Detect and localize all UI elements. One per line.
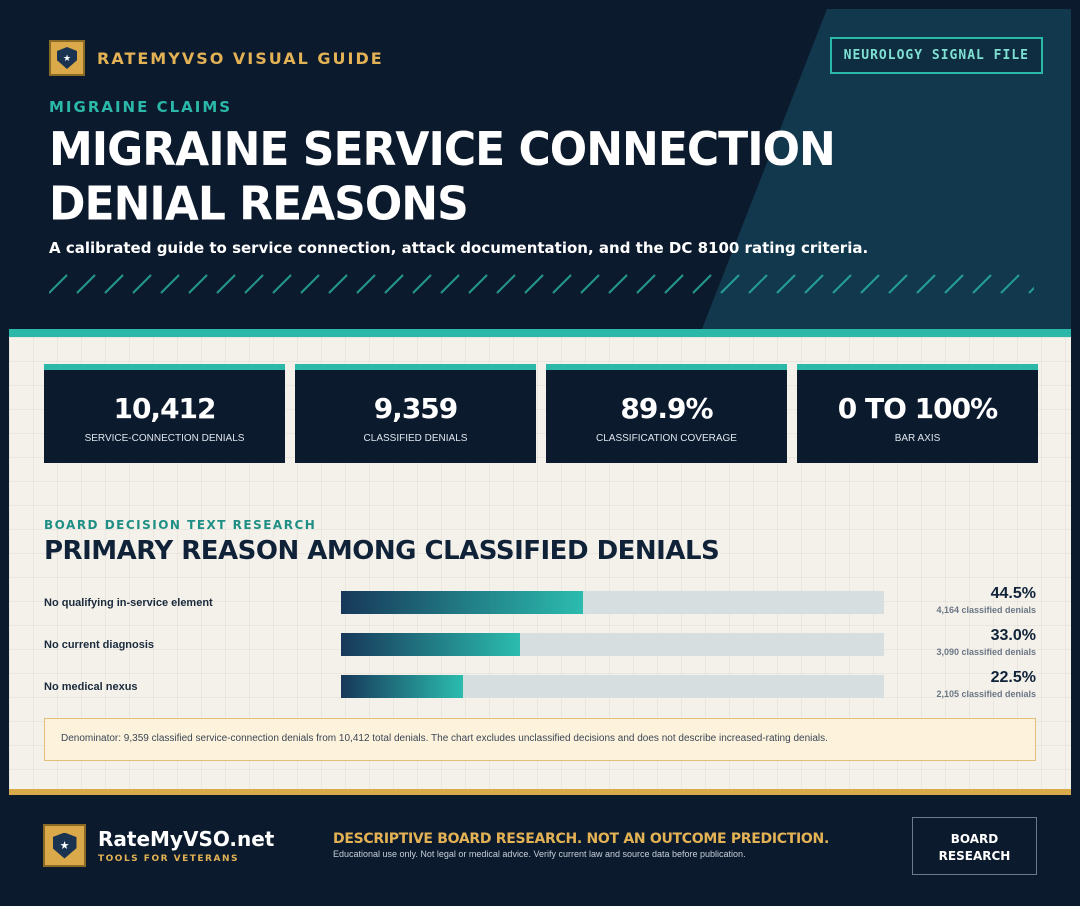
hatch-line (328, 274, 348, 294)
section-kicker: BOARD DECISION TEXT RESEARCH (44, 518, 317, 532)
hero-kicker: MIGRAINE CLAIMS (49, 98, 233, 116)
bar (341, 591, 583, 614)
footer-brand-name[interactable]: RateMyVSO.net (98, 827, 275, 851)
page-subtitle: A calibrated guide to service connection… (49, 239, 869, 257)
stat-value: 10,412 (113, 392, 216, 425)
hatch-line (496, 274, 516, 294)
bar-count-label: 3,090 classified denials (936, 647, 1036, 657)
hatch-line (384, 274, 404, 294)
hatch-line (76, 274, 96, 294)
hatch-line (664, 274, 684, 294)
hatch-line (468, 274, 488, 294)
hatch-decoration (49, 274, 1034, 294)
stat-cards: 10,412 SERVICE-CONNECTION DENIALS 9,359 … (44, 364, 1038, 463)
bar-value-label: 33.0% (990, 627, 1036, 644)
hatch-line (692, 274, 712, 294)
bar-row: No medical nexus 22.5% 2,105 classified … (44, 669, 1036, 711)
hatch-line (580, 274, 600, 294)
footer-disclaimer: DESCRIPTIVE BOARD RESEARCH. NOT AN OUTCO… (333, 831, 829, 859)
stat-card: 89.9% CLASSIFICATION COVERAGE (546, 364, 787, 463)
denominator-note: Denominator: 9,359 classified service-co… (44, 718, 1036, 761)
bar-track (341, 591, 884, 614)
hatch-line (272, 274, 292, 294)
disclaimer-heading: DESCRIPTIVE BOARD RESEARCH. NOT AN OUTCO… (333, 831, 829, 847)
stat-label: CLASSIFICATION COVERAGE (596, 433, 737, 444)
hatch-line (804, 274, 824, 294)
stat-value: 0 TO 100% (837, 392, 998, 425)
stat-card: 0 TO 100% BAR AXIS (797, 364, 1038, 463)
bar-category-label: No current diagnosis (44, 639, 155, 651)
hatch-line (216, 274, 236, 294)
bar-category-label: No qualifying in-service element (44, 597, 213, 609)
disclaimer-text: Educational use only. Not legal or medic… (333, 849, 746, 859)
hatch-line (1028, 286, 1034, 294)
hatch-line (300, 274, 320, 294)
hatch-line (524, 274, 544, 294)
stat-card: 10,412 SERVICE-CONNECTION DENIALS (44, 364, 285, 463)
hatch-line (132, 274, 152, 294)
bar (341, 675, 464, 698)
hero-background-slant (702, 9, 1071, 329)
hatch-line (972, 274, 992, 294)
button-line-1: BOARD (950, 832, 999, 846)
bar (341, 633, 521, 656)
teal-divider (9, 329, 1071, 337)
hatch-line (888, 274, 908, 294)
hatch-line (636, 274, 656, 294)
hatch-line (356, 274, 376, 294)
shield-star-icon: ★ (49, 40, 85, 76)
stat-label: CLASSIFIED DENIALS (363, 433, 468, 444)
stat-label: SERVICE-CONNECTION DENIALS (84, 433, 245, 444)
bar-value-label: 22.5% (990, 669, 1036, 686)
hatch-line (720, 274, 740, 294)
bar-chart: No qualifying in-service element 44.5% 4… (44, 585, 1036, 711)
hatch-line (860, 274, 880, 294)
bar-count-label: 4,164 classified denials (936, 605, 1036, 615)
hatch-line (552, 274, 572, 294)
page-title: MIGRAINE SERVICE CONNECTION DENIAL REASO… (49, 123, 836, 232)
brand: ★ RATEMYVSO VISUAL GUIDE (49, 40, 384, 76)
shield-star-icon: ★ (43, 824, 86, 867)
bar-track (341, 633, 884, 656)
gold-divider (9, 789, 1071, 795)
hatch-line (440, 274, 460, 294)
bar-value-label: 44.5% (990, 585, 1036, 602)
hatch-line (49, 274, 68, 294)
hero-header: ★ RATEMYVSO VISUAL GUIDE NEUROLOGY SIGNA… (9, 9, 1071, 329)
hatch-line (916, 274, 936, 294)
footer-brand: ★ RateMyVSO.net TOOLS FOR VETERANS (43, 824, 274, 867)
footer-brand-tag: TOOLS FOR VETERANS (98, 854, 239, 864)
hatch-line (412, 274, 432, 294)
main-panel: 10,412 SERVICE-CONNECTION DENIALS 9,359 … (9, 337, 1071, 789)
stat-label: BAR AXIS (894, 433, 941, 444)
bar-track (341, 675, 884, 698)
hatch-line (944, 274, 964, 294)
bar-row: No current diagnosis 33.0% 3,090 classif… (44, 627, 1036, 669)
brand-text: RATEMYVSO VISUAL GUIDE (97, 48, 384, 68)
hatch-line (188, 274, 208, 294)
hatch-line (608, 274, 628, 294)
hatch-line (160, 274, 180, 294)
stat-value: 89.9% (620, 392, 713, 425)
bar-category-label: No medical nexus (44, 681, 138, 693)
section-title: PRIMARY REASON AMONG CLASSIFIED DENIALS (44, 536, 720, 566)
bar-count-label: 2,105 classified denials (936, 689, 1036, 699)
board-research-button[interactable]: BOARD RESEARCH (912, 817, 1037, 875)
stat-value: 9,359 (373, 392, 459, 425)
button-line-2: RESEARCH (938, 849, 1011, 863)
hatch-line (832, 274, 852, 294)
bar-row: No qualifying in-service element 44.5% 4… (44, 585, 1036, 627)
hatch-line (244, 274, 264, 294)
hatch-line (1000, 274, 1020, 294)
hatch-line (748, 274, 768, 294)
hatch-line (104, 274, 124, 294)
stat-card: 9,359 CLASSIFIED DENIALS (295, 364, 536, 463)
signal-file-badge: NEUROLOGY SIGNAL FILE (829, 37, 1043, 74)
hatch-line (776, 274, 796, 294)
footer: ★ RateMyVSO.net TOOLS FOR VETERANS DESCR… (0, 795, 1080, 906)
